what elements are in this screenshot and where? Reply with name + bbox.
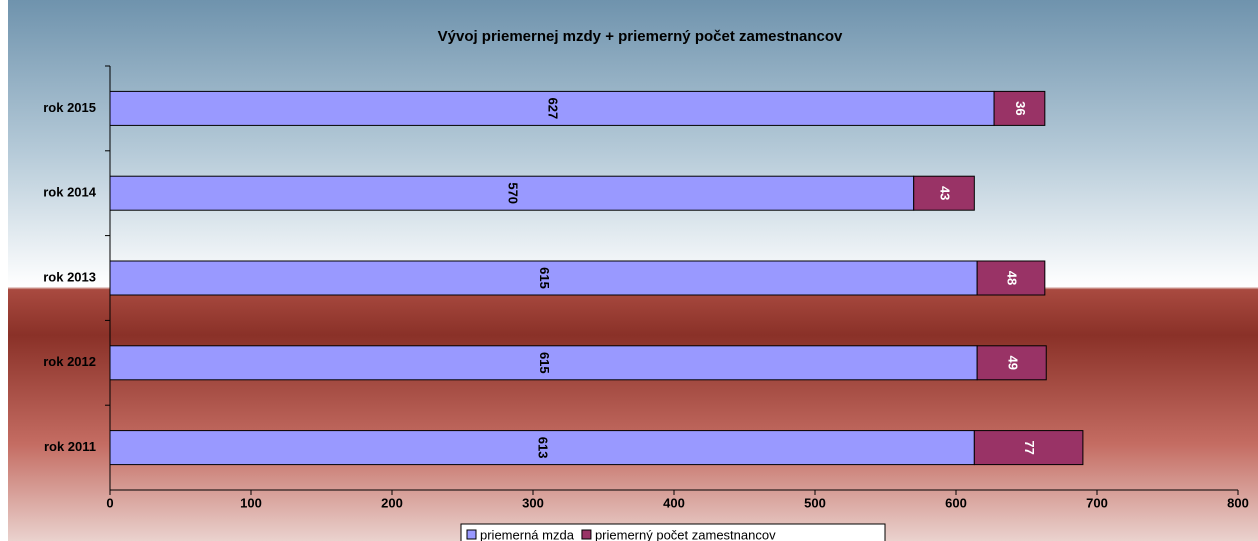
y-tick-label: rok 2014 — [43, 185, 97, 200]
data-label: 615 — [537, 267, 552, 289]
chart-title: Vývoj priemernej mzdy + priemerný počet … — [438, 28, 843, 45]
bar — [976, 345, 1047, 381]
legend-swatch — [466, 529, 477, 540]
x-tick-label: 0 — [106, 495, 113, 510]
y-tick-label: rok 2012 — [43, 354, 96, 369]
y-tick-label: rok 2015 — [43, 100, 96, 115]
x-tick-label: 700 — [1086, 495, 1108, 510]
x-tick-label: 200 — [381, 495, 403, 510]
data-label: 49 — [1005, 356, 1020, 370]
x-tick-label: 500 — [804, 495, 826, 510]
legend-label: priemerný počet zamestnancov — [595, 527, 776, 541]
legend-box — [460, 523, 886, 541]
bar — [109, 175, 915, 211]
legend-label: priemerná mzda — [480, 527, 575, 541]
bar — [976, 260, 1046, 296]
bar — [913, 175, 975, 211]
y-tick-label: rok 2011 — [44, 439, 96, 454]
bar — [973, 430, 1084, 466]
data-label: 48 — [1005, 271, 1020, 285]
data-label: 613 — [536, 437, 551, 459]
bar — [109, 430, 975, 466]
data-label: 77 — [1022, 440, 1037, 454]
x-tick-label: 300 — [522, 495, 544, 510]
x-tick-label: 100 — [240, 495, 262, 510]
bar — [993, 90, 1046, 126]
x-tick-label: 400 — [663, 495, 685, 510]
y-tick-label: rok 2013 — [43, 269, 96, 284]
legend-swatch — [581, 529, 592, 540]
data-label: 570 — [505, 182, 520, 204]
bar — [109, 90, 995, 126]
x-tick-label: 800 — [1227, 495, 1249, 510]
data-label: 627 — [546, 98, 561, 120]
data-label: 615 — [537, 352, 552, 374]
x-tick-label: 600 — [945, 495, 967, 510]
data-label: 43 — [938, 186, 953, 200]
data-label: 36 — [1013, 101, 1028, 115]
